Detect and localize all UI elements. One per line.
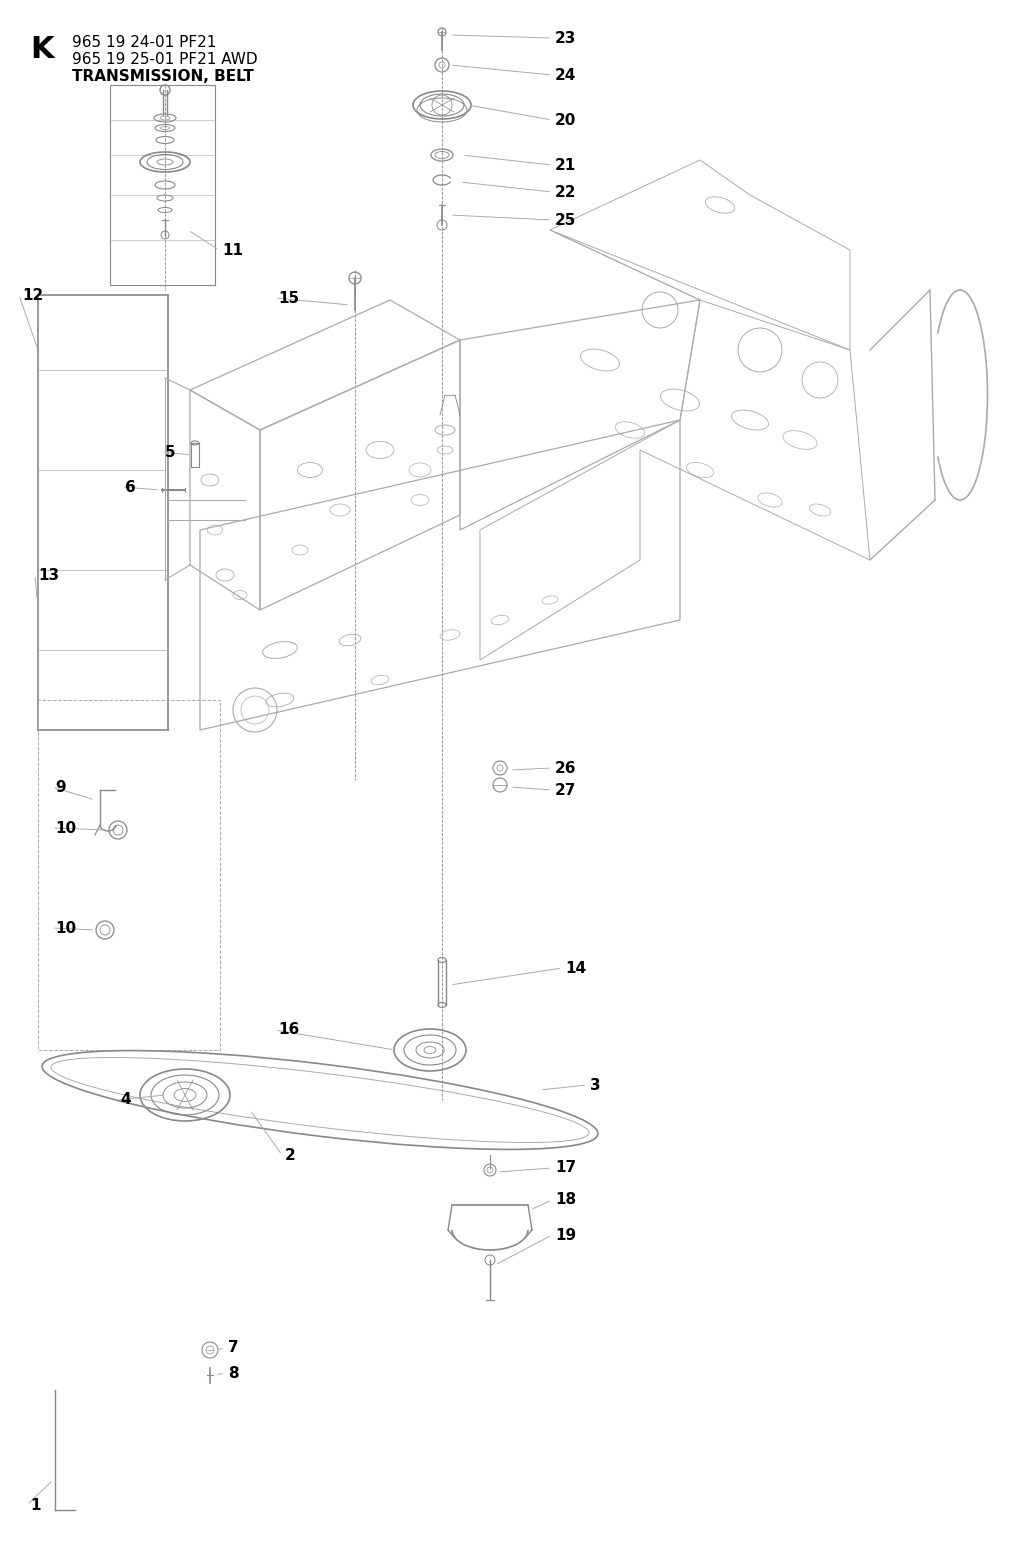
Text: 3: 3 (590, 1078, 601, 1093)
Text: K: K (30, 36, 53, 63)
Text: 4: 4 (120, 1093, 131, 1107)
Text: 25: 25 (555, 212, 577, 227)
Text: 10: 10 (55, 920, 76, 935)
Text: 26: 26 (555, 761, 577, 776)
Text: 15: 15 (278, 291, 299, 306)
Text: 5: 5 (165, 445, 176, 459)
Text: 13: 13 (38, 567, 59, 583)
Text: 6: 6 (125, 479, 136, 495)
Text: 24: 24 (555, 68, 577, 82)
Text: 7: 7 (228, 1340, 239, 1356)
Text: 1: 1 (30, 1498, 41, 1512)
Text: 22: 22 (555, 184, 577, 199)
Text: 2: 2 (285, 1147, 296, 1163)
Text: 21: 21 (555, 158, 577, 173)
Text: 12: 12 (22, 288, 43, 303)
Text: 27: 27 (555, 782, 577, 798)
Text: 14: 14 (565, 960, 586, 976)
Text: 16: 16 (278, 1022, 299, 1037)
Text: 965 19 24-01 PF21: 965 19 24-01 PF21 (72, 36, 216, 49)
Text: TRANSMISSION, BELT: TRANSMISSION, BELT (72, 70, 254, 83)
Text: 9: 9 (55, 779, 66, 795)
Text: 18: 18 (555, 1192, 577, 1207)
Text: 23: 23 (555, 31, 577, 45)
Text: 20: 20 (555, 113, 577, 127)
Text: 11: 11 (222, 243, 243, 258)
Text: 17: 17 (555, 1161, 577, 1175)
Text: 8: 8 (228, 1365, 239, 1381)
Text: 19: 19 (555, 1228, 577, 1243)
Text: 10: 10 (55, 821, 76, 835)
Text: 965 19 25-01 PF21 AWD: 965 19 25-01 PF21 AWD (72, 53, 258, 66)
